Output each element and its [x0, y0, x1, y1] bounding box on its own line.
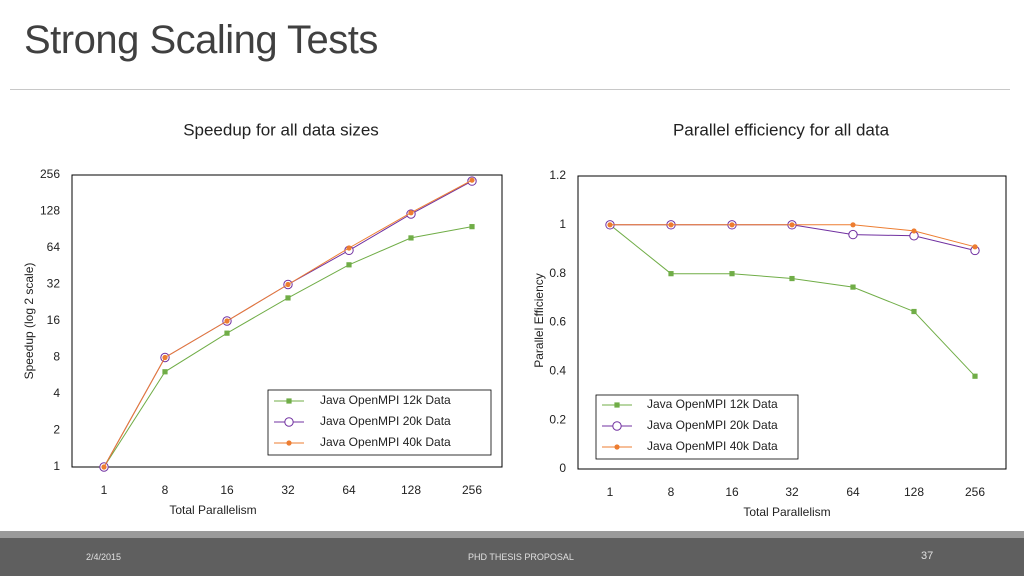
marker-circle	[848, 229, 858, 240]
marker-dot	[285, 281, 291, 288]
x-axis-label: Total Parallelism	[743, 505, 830, 519]
x-tick-label: 64	[846, 485, 860, 499]
y-axis-label: Parallel Efficiency	[532, 273, 546, 368]
marker-square	[614, 402, 620, 408]
marker-square	[668, 271, 674, 277]
x-tick-label: 256	[965, 485, 985, 499]
x-tick-label: 128	[904, 485, 924, 499]
marker-square	[911, 308, 917, 315]
y-tick-label: 0.4	[549, 364, 566, 378]
x-tick-label: 16	[220, 483, 234, 497]
marker-dot	[850, 222, 856, 228]
y-tick-label: 8	[53, 350, 60, 364]
x-tick-label: 8	[162, 483, 169, 497]
marker-dot	[286, 440, 292, 446]
plot-area	[71, 174, 503, 468]
marker-dot	[911, 228, 917, 234]
y-tick-label: 0.2	[549, 412, 566, 426]
page-number: 37	[921, 550, 934, 562]
y-tick-label: 0.8	[549, 266, 566, 280]
marker-dot	[224, 318, 230, 324]
charts-canvas: Speedup for all data sizes 1 2 4 8 16 32 64 128 2…	[22, 120, 1007, 519]
chart-title: Speedup for all data sizes	[183, 120, 379, 139]
marker-square	[972, 373, 978, 379]
marker-dot	[972, 244, 978, 250]
marker-dot	[408, 210, 414, 216]
y-tick-label: 0	[559, 461, 566, 475]
title-divider	[10, 89, 1010, 90]
marker-dot	[101, 464, 107, 470]
marker-square	[224, 330, 230, 336]
marker-square	[162, 369, 168, 375]
plot-area	[577, 175, 1007, 470]
x-tick-label: 8	[668, 485, 675, 499]
chart-title: Parallel efficiency for all data	[673, 120, 890, 139]
y-tick-label: 1.2	[549, 168, 566, 182]
y-tick-label: 16	[47, 313, 61, 327]
y-tick-label: 32	[47, 277, 61, 291]
marker-square	[408, 235, 414, 241]
marker-dot	[346, 245, 352, 251]
marker-dot	[789, 222, 795, 228]
marker-square	[346, 262, 352, 268]
marker-dot	[729, 222, 735, 228]
marker-square	[285, 295, 291, 301]
y-tick-label: 2	[53, 423, 60, 437]
y-tick-label: 1	[559, 217, 566, 231]
marker-dot	[614, 444, 620, 450]
x-tick-label: 32	[785, 485, 799, 499]
marker-square	[729, 271, 735, 277]
footer-date: 2/4/2015	[86, 552, 122, 562]
series-line	[609, 224, 976, 377]
marker-square	[850, 284, 856, 290]
x-tick-label: 16	[725, 485, 739, 499]
footer-title: PHD THESIS PROPOSAL	[468, 552, 574, 562]
slide-title: Strong Scaling Tests	[24, 18, 378, 62]
marker-circle	[284, 417, 294, 427]
x-tick-label: 128	[401, 483, 421, 497]
y-tick-label: 0.6	[549, 315, 566, 329]
legend-box	[595, 394, 799, 460]
marker-square	[469, 224, 475, 230]
marker-dot	[469, 177, 475, 183]
legend-label: Java OpenMPI 40k Data	[647, 439, 778, 453]
marker-dot	[162, 354, 168, 361]
y-axis-label: Speedup (log 2 scale)	[22, 263, 36, 380]
legend-label: Java OpenMPI 12k Data	[320, 393, 451, 407]
x-tick-label: 256	[462, 483, 482, 497]
legend-label: Java OpenMPI 12k Data	[647, 397, 778, 411]
marker-square	[789, 275, 795, 282]
y-tick-label: 64	[47, 240, 61, 254]
y-tick-label: 128	[40, 204, 60, 218]
legend-box	[267, 389, 492, 456]
legend-label: Java OpenMPI 20k Data	[647, 418, 778, 432]
x-tick-label: 1	[607, 485, 614, 499]
legend-label: Java OpenMPI 20k Data	[320, 414, 451, 428]
footer-band	[0, 531, 1024, 538]
marker-square	[286, 398, 292, 404]
marker-circle	[612, 421, 622, 431]
x-tick-label: 32	[281, 483, 295, 497]
y-tick-label: 4	[53, 386, 60, 400]
footer: 2/4/2015 PHD THESIS PROPOSAL 37	[0, 538, 1024, 576]
x-tick-label: 1	[101, 483, 108, 497]
y-tick-label: 1	[53, 459, 60, 473]
x-tick-label: 64	[342, 483, 356, 497]
x-axis-label: Total Parallelism	[169, 503, 256, 517]
y-tick-label: 256	[40, 167, 60, 181]
legend-label: Java OpenMPI 40k Data	[320, 435, 451, 449]
marker-dot	[668, 222, 674, 228]
marker-dot	[607, 222, 613, 228]
